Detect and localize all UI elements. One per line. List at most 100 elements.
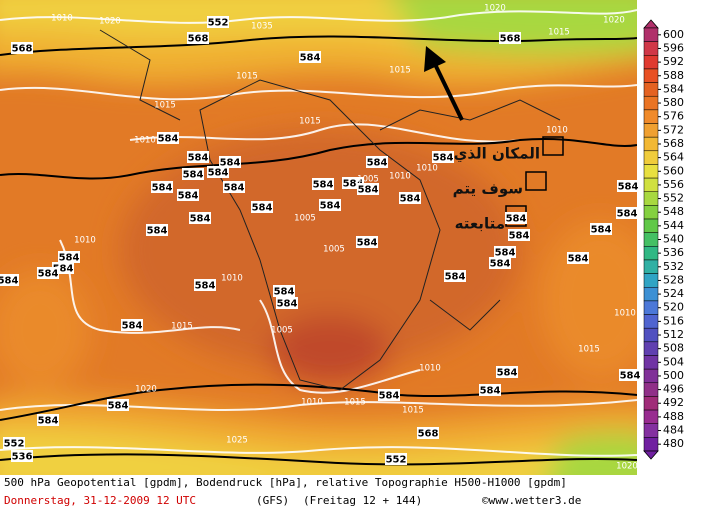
footer-model: (GFS) <box>256 494 289 507</box>
color-swatch <box>643 300 659 315</box>
pressure-label: 1010 <box>389 172 411 182</box>
contour-label-box <box>251 201 273 213</box>
geopotential-label: 584 <box>618 182 639 193</box>
contour-label-box <box>366 156 388 168</box>
color-bar-label: 524 <box>663 287 684 300</box>
geopotential-label: 584 <box>367 158 388 169</box>
geopotential-label: 584 <box>53 264 74 275</box>
pressure-label: 1015 <box>389 66 411 76</box>
contour-label-box <box>312 178 334 190</box>
color-bar-label: 600 <box>663 28 684 41</box>
pressure-label: 1015 <box>578 345 600 355</box>
pressure-label: 1005 <box>294 214 316 224</box>
color-bar-label: 556 <box>663 178 684 191</box>
color-bar-label: 540 <box>663 233 684 246</box>
geopotential-label: 584 <box>152 183 173 194</box>
pressure-label: 1010 <box>419 364 441 374</box>
color-bar-label: 552 <box>663 192 684 205</box>
contour-label-box <box>385 453 407 465</box>
color-bar-label: 504 <box>663 355 684 368</box>
footer-source: ©www.wetter3.de <box>482 494 581 507</box>
color-swatch <box>643 273 659 288</box>
contour-label-box <box>58 251 80 263</box>
geopotential-label: 568 <box>500 34 521 45</box>
color-swatch <box>643 341 659 356</box>
footer-description: 500 hPa Geopotential [gpdm], Bodendruck … <box>4 476 567 489</box>
pressure-label: 1015 <box>344 398 366 408</box>
contour-label-box <box>356 236 378 248</box>
pressure-label: 1020 <box>99 17 121 27</box>
contour-label-box <box>276 297 298 309</box>
geopotential-label: 584 <box>252 203 273 214</box>
color-bar-label: 596 <box>663 41 684 54</box>
color-swatch <box>643 218 659 233</box>
geopotential-label: 536 <box>12 452 33 463</box>
color-bar-label: 500 <box>663 369 684 382</box>
pressure-label: 1020 <box>616 462 638 472</box>
geopotential-label: 584 <box>495 248 516 259</box>
geopotential-label: 584 <box>445 272 466 283</box>
contour-label-box <box>177 189 199 201</box>
color-bar-label: 528 <box>663 273 684 286</box>
geopotential-label: 584 <box>190 214 211 225</box>
color-bar-label: 568 <box>663 137 684 150</box>
contour-label-box <box>319 199 341 211</box>
contour-label-box <box>0 274 19 286</box>
color-bar-label: 516 <box>663 314 684 327</box>
color-swatch <box>643 177 659 192</box>
color-swatch <box>643 68 659 83</box>
color-swatch <box>643 55 659 70</box>
color-swatch <box>643 423 659 438</box>
contour-label-box <box>357 183 379 195</box>
color-swatch <box>643 396 659 411</box>
color-bar-label: 520 <box>663 301 684 314</box>
pressure-label: 1015 <box>171 322 193 332</box>
color-bar-label: 592 <box>663 55 684 68</box>
contour-label-box <box>479 384 501 396</box>
contour-label-box <box>619 369 641 381</box>
geopotential-label: 584 <box>220 158 241 169</box>
contour-label-box <box>146 224 168 236</box>
color-swatch <box>643 259 659 274</box>
contour-label-box <box>508 229 530 241</box>
color-bar-label: 576 <box>663 110 684 123</box>
geopotential-label: 584 <box>38 269 59 280</box>
contour-label-box <box>11 450 33 462</box>
geopotential-label: 584 <box>358 185 379 196</box>
pressure-label: 1020 <box>603 16 625 26</box>
color-bar-label: 548 <box>663 205 684 218</box>
geopotential-label: 584 <box>277 299 298 310</box>
geopotential-label: 584 <box>147 226 168 237</box>
pressure-label: 1015 <box>402 406 424 416</box>
pressure-label: 1010 <box>51 14 73 24</box>
contour-label-box <box>489 257 511 269</box>
geopotential-label: 584 <box>122 321 143 332</box>
color-swatch <box>643 437 659 452</box>
color-bar-label: 484 <box>663 424 684 437</box>
geopotential-label: 584 <box>188 153 209 164</box>
geopotential-label: 584 <box>357 238 378 249</box>
pressure-label: 1020 <box>135 385 157 395</box>
contour-label-box <box>444 270 466 282</box>
color-swatch <box>643 191 659 206</box>
contour-label-box <box>273 285 295 297</box>
color-swatch <box>643 164 659 179</box>
contour-label-box <box>219 156 241 168</box>
contour-label-box <box>194 279 216 291</box>
contour-label-box <box>417 427 439 439</box>
geopotential-label: 552 <box>4 439 25 450</box>
geopotential-label: 584 <box>320 201 341 212</box>
footer-date: Donnerstag, 31-12-2009 12 UTC <box>4 494 196 507</box>
geopotential-label: 584 <box>313 180 334 191</box>
color-bar-label: 588 <box>663 69 684 82</box>
color-bar-label: 488 <box>663 410 684 423</box>
color-swatch <box>643 232 659 247</box>
annotation-text: سوف يتم <box>453 180 523 198</box>
contour-label-box <box>182 168 204 180</box>
color-swatch <box>643 41 659 56</box>
contour-label-box <box>616 207 638 219</box>
geopotential-label: 584 <box>195 281 216 292</box>
color-bar-label: 496 <box>663 383 684 396</box>
annotation-text: المكان الذي <box>454 145 540 164</box>
